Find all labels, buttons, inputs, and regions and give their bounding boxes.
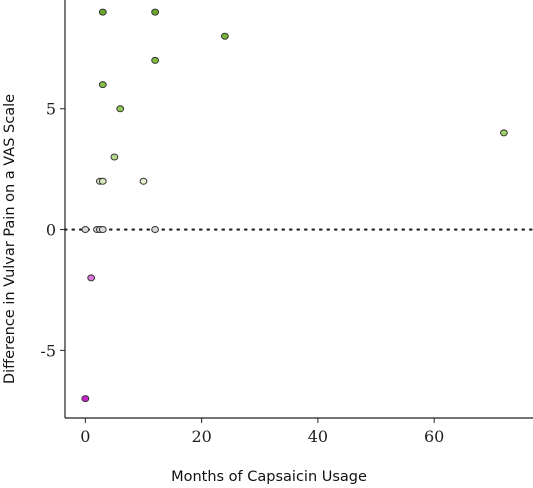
data-point (220, 32, 229, 40)
data-points (81, 8, 508, 403)
data-point (139, 177, 148, 185)
data-point (98, 226, 107, 234)
y-ticks: -5 0 5 (40, 100, 65, 360)
x-ticks: 0 20 40 60 (80, 418, 444, 446)
data-point (81, 226, 90, 234)
y-axis-title: Difference in Vulvar Pain on a VAS Scale (2, 94, 18, 384)
data-point (87, 274, 96, 282)
data-point (151, 226, 160, 234)
y-tick-label: 5 (46, 100, 56, 119)
x-tick-label: 20 (191, 427, 211, 446)
axes (64, 0, 533, 419)
data-point (500, 129, 508, 137)
data-point (98, 177, 107, 185)
y-tick-label: 0 (46, 221, 56, 240)
data-point (151, 8, 160, 16)
x-axis-title: Months of Capsaicin Usage (171, 469, 367, 485)
y-tick-label: -5 (40, 341, 56, 360)
data-point (98, 81, 107, 89)
x-tick-label: 60 (424, 427, 444, 446)
data-point (116, 105, 125, 113)
x-tick-label: 40 (308, 427, 328, 446)
data-point (110, 153, 119, 161)
data-point (98, 8, 107, 16)
data-point (151, 56, 160, 64)
x-tick-label: 0 (80, 427, 90, 446)
data-point (81, 395, 90, 403)
